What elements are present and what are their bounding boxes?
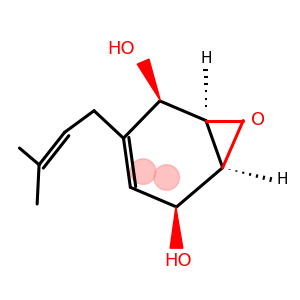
Text: HO: HO [165, 252, 192, 270]
Polygon shape [137, 59, 160, 101]
Text: H: H [277, 172, 288, 187]
Text: O: O [251, 111, 265, 129]
Polygon shape [170, 207, 183, 248]
Circle shape [154, 165, 179, 190]
Text: HO: HO [108, 40, 135, 58]
Circle shape [130, 159, 156, 184]
Text: H: H [200, 51, 212, 66]
